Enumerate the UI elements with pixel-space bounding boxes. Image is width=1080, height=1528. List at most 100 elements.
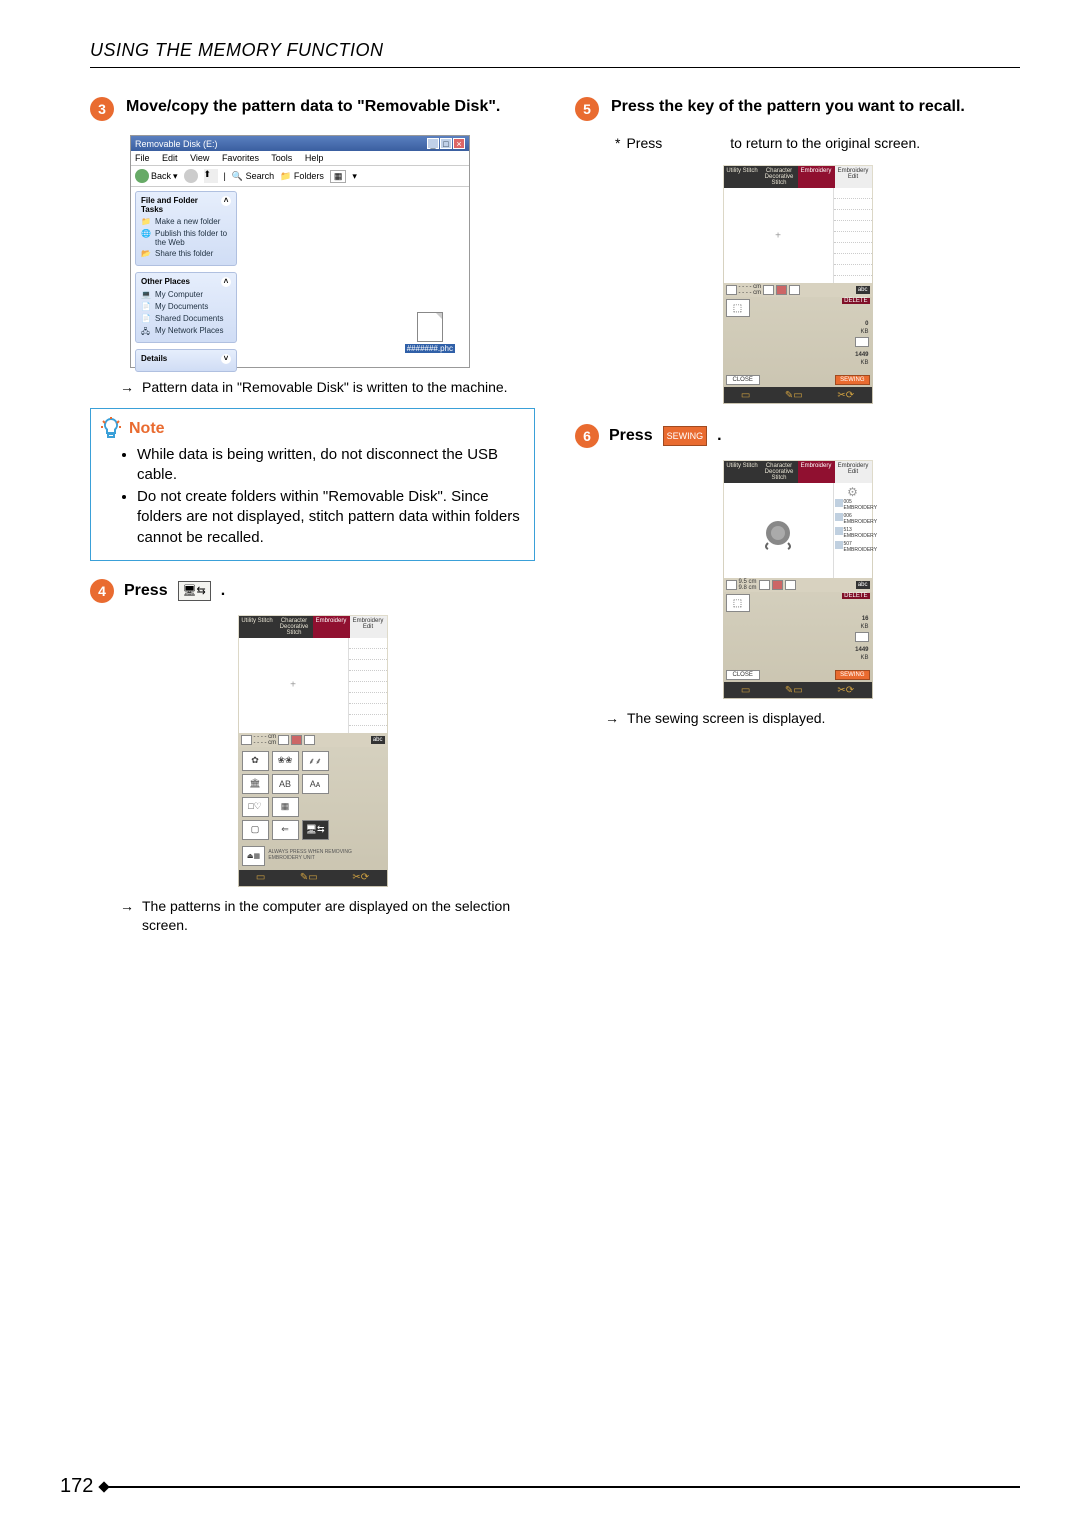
menu-tools[interactable]: Tools <box>271 153 292 163</box>
pattern-button[interactable]: 🏛 <box>242 774 269 794</box>
explorer-toolbar[interactable]: Back ▾ ⬆ | 🔍 Search 📁 Folders ▦ ▾ <box>131 166 469 187</box>
other-places-panel: Other Places˄ 💻My Computer 📄My Documents… <box>135 272 237 343</box>
chevron-icon[interactable]: ˄ <box>221 196 231 206</box>
list-item[interactable]: 507EMBROIDERY <box>835 541 871 553</box>
close-icon[interactable]: × <box>453 138 465 149</box>
menu-edit[interactable]: Edit <box>162 153 178 163</box>
info-icon[interactable] <box>759 580 770 590</box>
menu-help[interactable]: Help <box>305 153 324 163</box>
tab-utility[interactable]: Utility Stitch <box>724 166 761 188</box>
delete-button[interactable]: DELETE <box>842 593 869 599</box>
usb-pc-button[interactable]: 🖥⇆ <box>302 820 329 840</box>
tab-utility[interactable]: Utility Stitch <box>239 616 276 638</box>
sidebar-item[interactable]: 📂Share this folder <box>141 249 231 259</box>
lightbulb-icon <box>99 417 123 441</box>
machine-panel-c: Utility Stitch Character Decorative Stit… <box>723 460 873 699</box>
usb-key-button[interactable]: 🖥⇆ <box>178 581 211 601</box>
kb-value: 0 <box>865 321 868 327</box>
tab-embroidery[interactable]: Embroidery <box>798 461 835 483</box>
kb-unit: KB <box>860 624 868 630</box>
pattern-button[interactable]: ✿ <box>242 751 269 771</box>
folders-button[interactable]: 📁 Folders <box>280 171 324 182</box>
file-area[interactable]: #######.phc <box>241 187 469 367</box>
chevron-icon[interactable]: ˅ <box>221 354 231 364</box>
info-icon[interactable] <box>304 735 315 745</box>
info-icon[interactable] <box>785 580 796 590</box>
pattern-button[interactable]: □♡ <box>242 797 269 817</box>
pattern-button[interactable]: ⸙⸙ <box>302 751 329 771</box>
info-icon[interactable] <box>776 285 787 295</box>
size-icon <box>726 285 737 295</box>
mem-value: 1449 <box>855 647 868 653</box>
up-button[interactable]: ⬆ <box>204 169 218 183</box>
details-panel: Details˅ <box>135 349 237 372</box>
chevron-icon[interactable]: ˄ <box>221 277 231 287</box>
eject-button[interactable]: ⏏▦ <box>242 846 266 866</box>
pattern-button[interactable]: ❀❀ <box>272 751 299 771</box>
minimize-icon[interactable]: _ <box>427 138 439 149</box>
warn-text: ALWAYS PRESS WHEN REMOVING EMBROIDERY UN… <box>268 850 383 861</box>
sidebar-item[interactable]: 🌐Publish this folder to the Web <box>141 229 231 247</box>
tab-decorative[interactable]: Character Decorative Stitch <box>276 616 313 638</box>
step-3-title: Move/copy the pattern data to "Removable… <box>126 96 500 118</box>
close-button[interactable]: CLOSE <box>726 375 760 385</box>
info-icon[interactable] <box>772 580 783 590</box>
back-button[interactable]: Back ▾ <box>135 169 178 183</box>
sidebar-item[interactable]: 📄My Documents <box>141 302 231 312</box>
file-folder-tasks-panel: File and Folder Tasks˄ 📁Make a new folde… <box>135 191 237 266</box>
file-label: #######.phc <box>405 344 455 353</box>
pattern-button[interactable]: AB <box>272 774 299 794</box>
views-button[interactable]: ▦ <box>330 170 347 183</box>
spool-icon: ⚙ <box>835 485 871 499</box>
abc-button[interactable]: abc <box>856 581 870 589</box>
list-item[interactable]: 005EMBROIDERY <box>835 499 871 511</box>
menu-view[interactable]: View <box>190 153 209 163</box>
menu-file[interactable]: File <box>135 153 150 163</box>
size-text: - - - - cm - - - - cm <box>739 284 762 296</box>
result-4: → The patterns in the computer are displ… <box>120 897 535 936</box>
result-6: → The sewing screen is displayed. <box>605 709 1020 729</box>
search-button[interactable]: 🔍 Search <box>232 171 274 182</box>
step-4: 4 Press 🖥⇆ . <box>90 579 535 603</box>
pattern-button[interactable]: Aᴀ <box>302 774 329 794</box>
explorer-title: Removable Disk (E:) <box>135 139 218 149</box>
pattern-file[interactable]: #######.phc <box>405 312 455 353</box>
abc-button[interactable]: abc <box>371 736 385 744</box>
tab-embroidery[interactable]: Embroidery <box>798 166 835 188</box>
menu-favorites[interactable]: Favorites <box>222 153 259 163</box>
preview-button[interactable]: ⬚ <box>726 594 750 612</box>
preview-button[interactable]: ⬚ <box>726 299 750 317</box>
tab-embroidery-edit[interactable]: Embroidery Edit <box>835 461 872 483</box>
info-icon[interactable] <box>763 285 774 295</box>
maximize-icon[interactable]: □ <box>440 138 452 149</box>
list-item[interactable]: 006EMBROIDERY <box>835 513 871 525</box>
window-buttons[interactable]: _□× <box>426 138 465 149</box>
delete-button[interactable]: DELETE <box>842 298 869 304</box>
sewing-key[interactable]: SEWING <box>663 426 708 446</box>
close-button[interactable]: CLOSE <box>726 670 760 680</box>
tab-utility[interactable]: Utility Stitch <box>724 461 761 483</box>
tab-embroidery[interactable]: Embroidery <box>313 616 350 638</box>
sidebar-item[interactable]: 📁Make a new folder <box>141 217 231 227</box>
abc-button[interactable]: abc <box>856 286 870 294</box>
step-3: 3 Move/copy the pattern data to "Removab… <box>90 96 535 121</box>
tab-embroidery-edit[interactable]: Embroidery Edit <box>835 166 872 188</box>
sewing-button[interactable]: SEWING <box>835 670 869 680</box>
info-icon[interactable] <box>291 735 302 745</box>
explorer-menu[interactable]: File Edit View Favorites Tools Help <box>131 151 469 166</box>
sidebar-item[interactable]: 🖧My Network Places <box>141 326 231 336</box>
tab-embroidery-edit[interactable]: Embroidery Edit <box>350 616 387 638</box>
forward-button[interactable] <box>184 169 198 183</box>
info-icon[interactable] <box>278 735 289 745</box>
tab-decorative[interactable]: Character Decorative Stitch <box>761 166 798 188</box>
sidebar-item[interactable]: 💻My Computer <box>141 290 231 300</box>
pattern-button[interactable]: ▢ <box>242 820 269 840</box>
pattern-button[interactable]: ▦ <box>272 797 299 817</box>
list-item[interactable]: 513EMBROIDERY <box>835 527 871 539</box>
usb-in-button[interactable]: ⇐ <box>272 820 299 840</box>
info-icon[interactable] <box>789 285 800 295</box>
tab-decorative[interactable]: Character Decorative Stitch <box>761 461 798 483</box>
sewing-button[interactable]: SEWING <box>835 375 869 385</box>
size-text: 9.5 cm 9.8 cm <box>739 579 757 591</box>
sidebar-item[interactable]: 📄Shared Documents <box>141 314 231 324</box>
